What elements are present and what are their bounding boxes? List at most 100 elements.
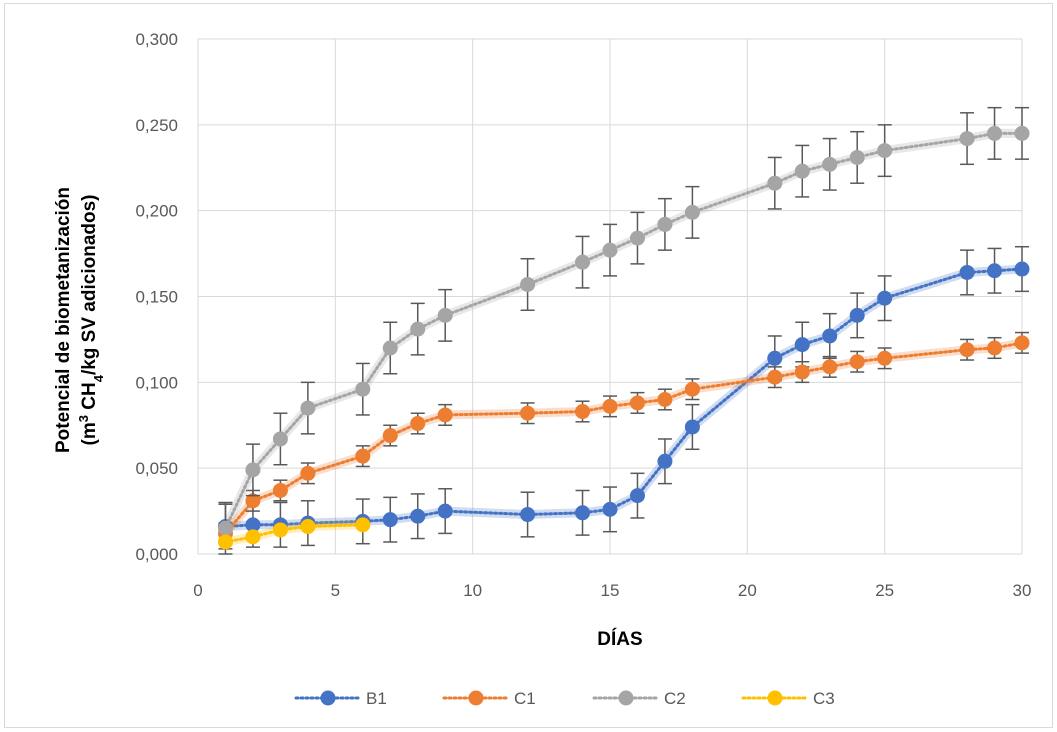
data-point — [629, 395, 645, 411]
data-point — [217, 520, 233, 536]
x-tick-labels: 0 5 10 15 20 25 30 — [193, 581, 1031, 600]
data-point — [987, 125, 1003, 141]
data-point — [602, 398, 618, 414]
series-glow — [221, 128, 1027, 533]
data-point — [437, 307, 453, 323]
data-point — [410, 416, 426, 432]
data-point — [987, 340, 1003, 356]
data-point — [355, 517, 371, 533]
data-point — [382, 428, 398, 444]
legend-marker — [468, 690, 484, 706]
series-c3 — [217, 517, 371, 550]
x-tick-label: 30 — [1013, 581, 1032, 600]
data-point — [300, 519, 316, 535]
x-tick-label: 25 — [875, 581, 894, 600]
series-line — [224, 131, 1024, 530]
data-point — [959, 264, 975, 280]
y-tick-label: 0,300 — [135, 30, 178, 49]
legend-label: C1 — [514, 689, 536, 708]
data-point — [822, 328, 838, 344]
data-point — [602, 501, 618, 517]
data-point — [822, 156, 838, 172]
data-point — [245, 529, 261, 545]
y-axis-title-superscript: 3 — [76, 415, 91, 422]
x-axis-title: DÍAS — [597, 628, 642, 650]
data-point — [684, 381, 700, 397]
data-point — [849, 149, 865, 165]
legend-label: C2 — [664, 689, 686, 708]
legend-label: B1 — [366, 689, 387, 708]
x-tick-label: 10 — [463, 581, 482, 600]
data-point — [767, 369, 783, 385]
series-line — [224, 267, 1024, 528]
chart-frame — [4, 3, 1053, 728]
data-point — [520, 276, 536, 292]
data-point — [794, 163, 810, 179]
data-point — [575, 404, 591, 420]
data-point — [959, 131, 975, 147]
x-tick-label: 0 — [193, 581, 202, 600]
data-point — [245, 517, 261, 533]
data-point — [602, 242, 618, 258]
data-point — [657, 216, 673, 232]
data-point — [300, 465, 316, 481]
data-point — [684, 204, 700, 220]
data-point — [794, 337, 810, 353]
data-point — [629, 488, 645, 504]
data-point — [437, 407, 453, 423]
y-tick-label: 0,000 — [135, 545, 178, 564]
data-point — [767, 350, 783, 366]
data-point — [767, 175, 783, 191]
y-tick-label: 0,050 — [135, 459, 178, 478]
y-axis-title-subscript: 4 — [91, 374, 106, 382]
data-point — [1014, 335, 1030, 351]
legend: B1 C1 C2 C3 — [294, 689, 835, 708]
y-axis-title: Potencial de biometanización (m3 CH4/kg … — [53, 187, 106, 453]
data-point — [300, 400, 316, 416]
data-point — [410, 508, 426, 524]
data-point — [410, 321, 426, 337]
series-layer — [217, 106, 1030, 555]
data-point — [877, 143, 893, 159]
data-point — [245, 493, 261, 509]
data-point — [959, 342, 975, 358]
data-point — [575, 254, 591, 270]
data-point — [794, 364, 810, 380]
x-tick-label: 20 — [738, 581, 757, 600]
data-point — [822, 359, 838, 375]
y-axis-title-part: /kg SV adicionados) — [79, 195, 100, 376]
y-tick-labels: 0,000 0,050 0,100 0,150 0,200 0,250 0,300 — [135, 30, 178, 564]
data-point — [657, 392, 673, 407]
data-point — [1014, 125, 1030, 141]
data-point — [217, 534, 233, 550]
data-point — [382, 512, 398, 528]
series-line — [224, 341, 1024, 535]
y-tick-label: 0,150 — [135, 288, 178, 307]
series-c2 — [217, 106, 1030, 555]
data-point — [877, 290, 893, 306]
data-point — [272, 431, 288, 447]
data-point — [849, 307, 865, 323]
data-point — [1014, 261, 1030, 277]
series-c1 — [217, 331, 1030, 545]
data-point — [245, 462, 261, 478]
data-point — [987, 263, 1003, 279]
y-axis-title-part: CH — [79, 382, 100, 415]
x-tick-label: 5 — [331, 581, 340, 600]
y-axis-title-line1: Potencial de biometanización — [53, 187, 74, 453]
data-point — [684, 419, 700, 435]
data-point — [629, 230, 645, 246]
data-point — [520, 405, 536, 421]
y-axis-title-line2: (m3 CH4/kg SV adicionados) — [76, 195, 106, 446]
data-point — [382, 340, 398, 356]
legend-label: C3 — [813, 689, 835, 708]
legend-marker — [767, 690, 783, 706]
data-point — [437, 503, 453, 519]
y-tick-label: 0,250 — [135, 116, 178, 135]
data-point — [520, 507, 536, 523]
data-point — [272, 522, 288, 538]
data-point — [355, 381, 371, 397]
y-axis-title-part: (m — [79, 422, 100, 445]
y-tick-label: 0,100 — [135, 373, 178, 392]
